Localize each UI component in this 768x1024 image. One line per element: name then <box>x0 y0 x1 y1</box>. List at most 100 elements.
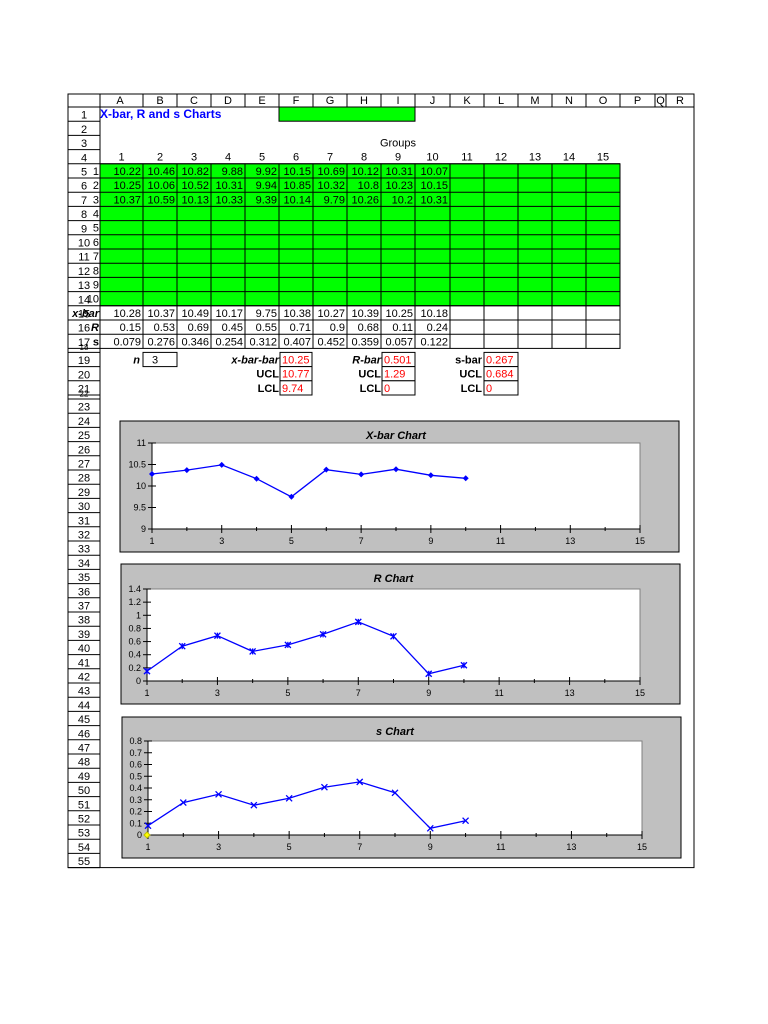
xbar-row-cell[interactable]: 10.27 <box>317 308 345 320</box>
row-header-2[interactable]: 2 <box>81 124 87 136</box>
observation-cell[interactable]: 10.85 <box>283 180 311 192</box>
row-header-34[interactable]: 34 <box>78 558 90 570</box>
observation-cell[interactable]: 10.14 <box>283 194 311 206</box>
row-header-29[interactable]: 29 <box>78 487 90 499</box>
xbar-row-cell[interactable]: 10.49 <box>181 308 209 320</box>
observation-cell[interactable]: 10.37 <box>113 194 141 206</box>
observation-cell[interactable]: 10.31 <box>215 180 243 192</box>
data-point[interactable] <box>426 824 434 832</box>
row-header-45[interactable]: 45 <box>78 714 90 726</box>
column-header-D[interactable]: D <box>224 95 232 107</box>
column-header-J[interactable]: J <box>430 95 436 107</box>
row-header-52[interactable]: 52 <box>78 814 90 826</box>
data-point[interactable] <box>215 790 223 798</box>
data-point[interactable] <box>249 647 257 655</box>
data-point[interactable] <box>250 801 258 809</box>
observation-cell[interactable]: 9.39 <box>256 194 277 206</box>
data-point[interactable] <box>179 799 187 807</box>
row-header-20[interactable]: 20 <box>78 369 90 381</box>
row-header-50[interactable]: 50 <box>78 785 90 797</box>
row-header-32[interactable]: 32 <box>78 530 90 542</box>
row-header-44[interactable]: 44 <box>78 700 90 712</box>
row-header-12[interactable]: 12 <box>78 266 90 278</box>
s-row-cell[interactable]: 0.452 <box>317 336 345 348</box>
row-header-4[interactable]: 4 <box>81 152 87 164</box>
data-point[interactable] <box>354 618 362 626</box>
column-header-I[interactable]: I <box>396 95 399 107</box>
observation-cell[interactable]: 9.92 <box>256 166 277 178</box>
row-header-54[interactable]: 54 <box>78 842 90 854</box>
data-point[interactable] <box>319 630 327 638</box>
row-header-48[interactable]: 48 <box>78 757 90 769</box>
column-header-F[interactable]: F <box>293 95 300 107</box>
row-header-25[interactable]: 25 <box>78 430 90 442</box>
observation-cell[interactable]: 10.32 <box>317 180 345 192</box>
data-point[interactable] <box>462 475 469 482</box>
observation-cell[interactable]: 10.13 <box>181 194 209 206</box>
data-point[interactable] <box>425 670 433 678</box>
r-row-cell[interactable]: 0.24 <box>427 322 448 334</box>
row-header-33[interactable]: 33 <box>78 544 90 556</box>
data-point[interactable] <box>462 817 470 825</box>
r-row-cell[interactable]: 0.68 <box>358 322 379 334</box>
r-row-cell[interactable]: 0.45 <box>222 322 243 334</box>
s-lcl-cell[interactable] <box>483 380 519 396</box>
row-header-23[interactable]: 23 <box>78 402 90 414</box>
xbar-row-cell[interactable]: 10.18 <box>420 308 448 320</box>
row-header-38[interactable]: 38 <box>78 615 90 627</box>
row-header-53[interactable]: 53 <box>78 828 90 840</box>
column-header-B[interactable]: B <box>156 95 163 107</box>
data-point[interactable] <box>178 642 186 650</box>
row-header-14[interactable]: 14 <box>78 294 90 306</box>
column-header-E[interactable]: E <box>258 95 265 107</box>
s-row-cell[interactable]: 0.312 <box>249 336 277 348</box>
r-row-cell[interactable]: 0.53 <box>154 322 175 334</box>
xbar-row-cell[interactable]: 9.75 <box>256 308 277 320</box>
row-header-3[interactable]: 3 <box>81 138 87 150</box>
s-row-cell[interactable]: 0.359 <box>351 336 379 348</box>
row-header-31[interactable]: 31 <box>78 515 90 527</box>
r-row-cell[interactable]: 0.11 <box>392 322 413 334</box>
observation-cell[interactable]: 10.33 <box>215 194 243 206</box>
observation-cell[interactable]: 10.26 <box>351 194 379 206</box>
observation-cell[interactable]: 10.59 <box>147 194 175 206</box>
column-header-A[interactable]: A <box>116 95 124 107</box>
row-header-30[interactable]: 30 <box>78 501 90 513</box>
n-cell[interactable] <box>142 351 178 368</box>
xbar-row-cell[interactable]: 10.25 <box>385 308 413 320</box>
row-header-46[interactable]: 46 <box>78 728 90 740</box>
data-point[interactable] <box>183 467 190 474</box>
row-header-41[interactable]: 41 <box>78 657 90 669</box>
observation-cell[interactable]: 10.31 <box>385 166 413 178</box>
row-header-1[interactable]: 1 <box>81 110 87 122</box>
row-header-37[interactable]: 37 <box>78 601 90 613</box>
row-header-35[interactable]: 35 <box>78 572 90 584</box>
r-row-cell[interactable]: 0.15 <box>120 322 141 334</box>
row-header-28[interactable]: 28 <box>78 473 90 485</box>
observation-cell[interactable]: 10.69 <box>317 166 345 178</box>
data-point[interactable] <box>288 493 295 500</box>
observation-cell[interactable]: 10.15 <box>420 180 448 192</box>
column-header-Q[interactable]: Q <box>656 95 665 107</box>
xbar-row-cell[interactable]: 10.37 <box>147 308 175 320</box>
s-row-cell[interactable]: 0.276 <box>147 336 175 348</box>
r-row-cell[interactable]: 0.69 <box>188 322 209 334</box>
row-header-5[interactable]: 5 <box>81 167 87 179</box>
s-row-cell[interactable]: 0.079 <box>113 336 141 348</box>
data-point[interactable] <box>320 783 328 791</box>
data-point[interactable] <box>358 471 365 478</box>
r-row-cell[interactable]: 0.9 <box>330 322 345 334</box>
column-header-C[interactable]: C <box>190 95 198 107</box>
row-header-22[interactable]: 22 <box>80 390 89 399</box>
data-point[interactable] <box>393 466 399 473</box>
column-header-M[interactable]: M <box>530 95 539 107</box>
observation-cell[interactable]: 10.23 <box>385 180 413 192</box>
xbar-lcl-cell[interactable] <box>279 380 313 396</box>
row-header-40[interactable]: 40 <box>78 643 90 655</box>
row-header-13[interactable]: 13 <box>78 280 90 292</box>
observation-cell[interactable]: 9.79 <box>324 194 345 206</box>
row-header-27[interactable]: 27 <box>78 459 90 471</box>
observation-cell[interactable]: 10.06 <box>147 180 175 192</box>
row-header-16[interactable]: 16 <box>78 323 90 335</box>
